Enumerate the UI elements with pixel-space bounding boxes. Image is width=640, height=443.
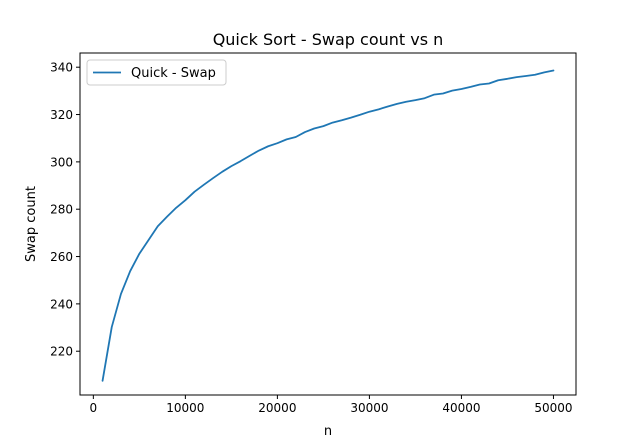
legend: Quick - Swap xyxy=(86,59,227,86)
y-axis-label: Swap count xyxy=(24,186,39,262)
y-tick-label: 220 xyxy=(50,345,73,359)
x-tick-label: 20000 xyxy=(258,401,296,415)
x-tick-label: 50000 xyxy=(534,401,572,415)
legend-box xyxy=(86,59,227,86)
x-axis-label: n xyxy=(324,424,332,439)
plot-area-frame xyxy=(79,52,577,396)
y-tick-label: 260 xyxy=(50,250,73,264)
chart-title: Quick Sort - Swap count vs n xyxy=(213,30,444,49)
x-tick-label: 40000 xyxy=(442,401,480,415)
y-tick-label: 300 xyxy=(50,155,73,169)
series-layer xyxy=(101,69,555,382)
y-tick-label: 240 xyxy=(50,297,73,311)
series-line-0 xyxy=(101,69,555,382)
x-tick-label: 30000 xyxy=(350,401,388,415)
y-tick-label: 280 xyxy=(50,203,73,217)
y-tick-label: 320 xyxy=(50,108,73,122)
x-tick-label: 0 xyxy=(90,401,98,415)
axis-ticks: 0 10000 20000 30000 40000 50000 220 240 260 280 30… xyxy=(50,61,572,415)
y-tick-label: 340 xyxy=(50,61,73,75)
legend-label: Quick - Swap xyxy=(131,66,216,81)
x-tick-label: 10000 xyxy=(166,401,204,415)
